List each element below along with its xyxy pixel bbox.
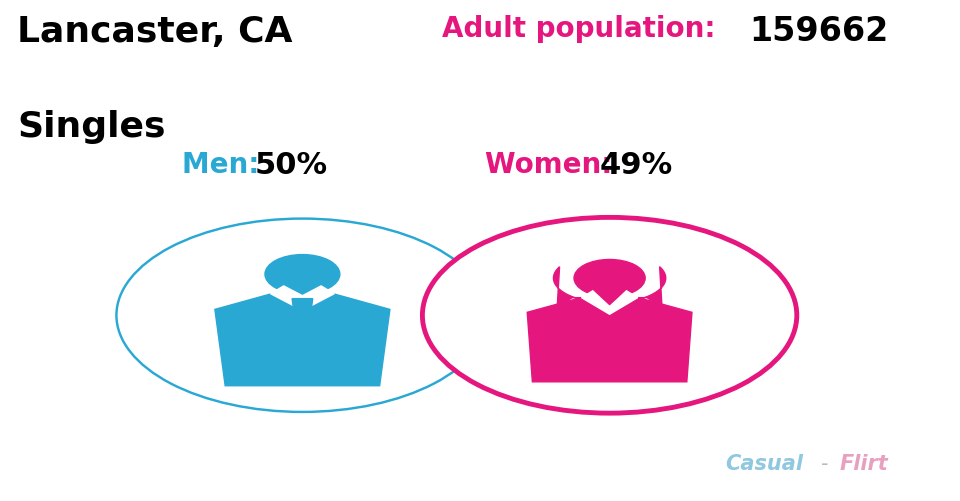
Text: Flirt: Flirt — [840, 453, 889, 473]
Text: 159662: 159662 — [749, 15, 888, 48]
Circle shape — [574, 260, 645, 297]
Polygon shape — [289, 299, 316, 343]
Circle shape — [115, 218, 490, 413]
Polygon shape — [271, 286, 334, 311]
FancyBboxPatch shape — [600, 295, 619, 301]
Text: 50%: 50% — [254, 150, 327, 179]
Circle shape — [265, 255, 340, 294]
Text: Lancaster, CA: Lancaster, CA — [17, 15, 293, 49]
FancyBboxPatch shape — [293, 286, 312, 298]
Text: -: - — [821, 453, 828, 473]
Text: 49%: 49% — [600, 150, 673, 179]
Text: Casual: Casual — [725, 453, 803, 473]
Text: Women:: Women: — [485, 150, 622, 178]
Text: Adult population:: Adult population: — [442, 15, 725, 43]
Polygon shape — [527, 298, 692, 382]
Circle shape — [422, 218, 797, 413]
Text: Men:: Men: — [182, 150, 270, 178]
Polygon shape — [582, 291, 637, 315]
Text: Singles: Singles — [17, 110, 166, 144]
Polygon shape — [215, 294, 390, 386]
Polygon shape — [554, 267, 665, 308]
